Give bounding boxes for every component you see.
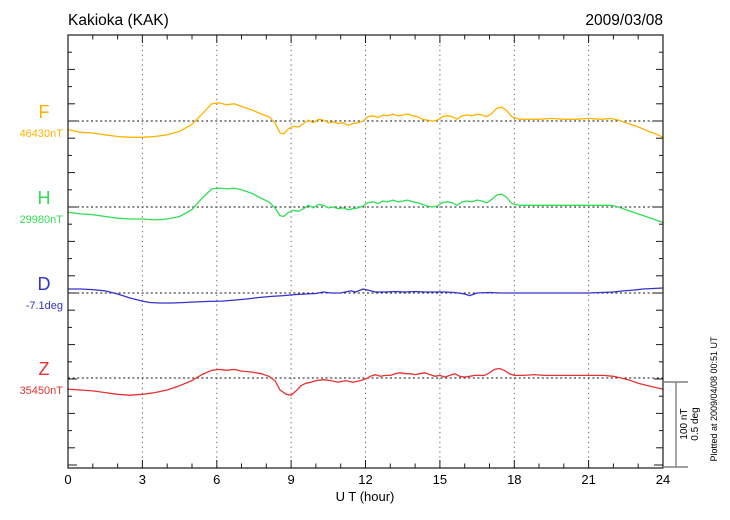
x-tick-label-21: 21	[581, 472, 595, 487]
scale-bar-label-nt: 100 nT	[679, 408, 690, 439]
channel-labels: F 46430nT H 29980nT D -7.1deg Z 35450nT	[20, 102, 64, 397]
channel-baseline-value-D: -7.1deg	[26, 300, 63, 312]
scale-bar-lines	[663, 381, 688, 468]
plotted-at-note: Plotted at 2009/04/08 00:51 UT	[709, 336, 719, 462]
channel-label-H: H	[38, 188, 51, 208]
x-tick-labels: 0 3 6 9 12 15 18 21 24	[64, 472, 670, 487]
axis-ticks	[67, 35, 664, 468]
x-tick-label-24: 24	[656, 472, 670, 487]
x-tick-label-15: 15	[433, 472, 447, 487]
trace-Z	[67, 367, 664, 396]
station-title: Kakioka (KAK)	[68, 12, 169, 29]
x-axis-title: U T (hour)	[336, 489, 395, 504]
trace-H	[67, 187, 664, 224]
channel-label-Z: Z	[39, 359, 50, 379]
x-tick-label-6: 6	[213, 472, 220, 487]
scale-bar: 100 nT 0.5 deg	[663, 381, 701, 468]
channel-label-F: F	[39, 102, 50, 122]
channel-baseline-value-H: 29980nT	[20, 214, 64, 226]
scale-bar-label-deg: 0.5 deg	[690, 407, 701, 440]
x-tick-label-12: 12	[358, 472, 372, 487]
x-tick-label-18: 18	[507, 472, 521, 487]
channel-baseline-value-F: 46430nT	[20, 128, 64, 140]
channel-label-D: D	[38, 274, 51, 294]
x-tick-label-3: 3	[139, 472, 146, 487]
gridlines	[141, 35, 590, 468]
trace-F	[67, 102, 664, 138]
x-tick-label-9: 9	[287, 472, 294, 487]
plot-date: 2009/03/08	[585, 12, 663, 29]
traces	[67, 102, 664, 396]
channel-baseline-value-Z: 35450nT	[20, 385, 64, 397]
x-tick-label-0: 0	[64, 472, 71, 487]
trace-D	[67, 287, 664, 304]
